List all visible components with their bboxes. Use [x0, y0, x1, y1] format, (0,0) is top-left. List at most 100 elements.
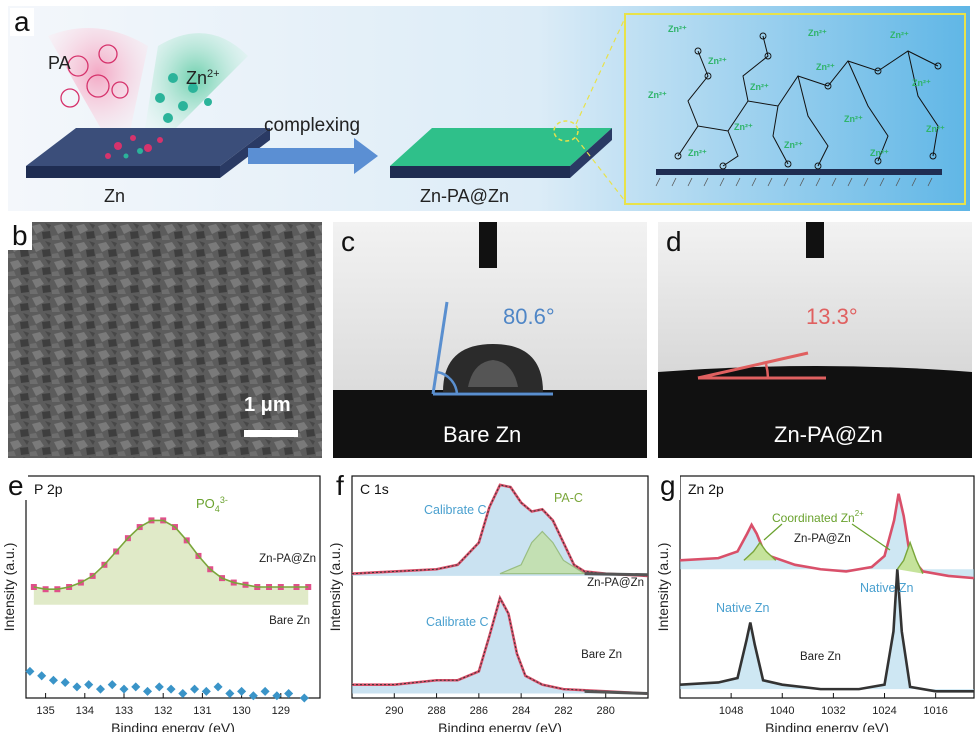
data-point [84, 680, 94, 690]
phosphate-groups [674, 32, 942, 170]
data-point [260, 686, 270, 696]
x-tick-label: 1040 [770, 705, 794, 717]
xps-zn2p-chart: 1048 1040 1032 1024 1016 Binding energy (eV) I… [655, 475, 975, 736]
series-label: Bare Zn [581, 649, 622, 661]
inset-zn-ion-label: Zn²⁺ [844, 114, 863, 124]
plot-frame [679, 475, 975, 699]
background-tail [584, 572, 649, 577]
zn-pa-plate-top [390, 128, 612, 166]
inset-zn-ion-label: Zn²⁺ [688, 148, 707, 158]
x-tick-label: 290 [385, 705, 403, 717]
annotation-arrow [851, 523, 891, 551]
panel-e-chart: 135 134 133 132 131 130 129 Binding energy (eV)… [0, 470, 326, 736]
inset-zn-ion-label: Zn²⁺ [668, 24, 687, 34]
chart-title: C 1s [360, 481, 389, 497]
inset-zn-ion-label: Zn²⁺ [648, 90, 667, 100]
panel-g-chart: 1048 1040 1032 1024 1016 Binding energy (eV) I… [654, 470, 980, 736]
inset-zn-ion-label: Zn²⁺ [750, 82, 769, 92]
coordinated-component [896, 540, 924, 574]
zn-pa-plate-front [390, 166, 570, 178]
data-point [272, 691, 282, 701]
panel-d-contact-angle: 13.3° Zn-PA@Zn d [658, 222, 972, 458]
tangent-line [697, 351, 809, 380]
inset-zn-ion-label: Zn²⁺ [784, 140, 803, 150]
syringe-needle [479, 222, 497, 268]
inset-zn-ion-label: Zn²⁺ [912, 78, 931, 88]
x-tick-label: 1032 [821, 705, 845, 717]
plot-frame [351, 475, 649, 699]
inset-zn-ion-label: Zn²⁺ [808, 28, 827, 38]
panel-letter-f: f [332, 472, 348, 500]
zn-plate-side [220, 128, 270, 178]
tangent-line [431, 301, 449, 395]
xps-p2p-chart: 135 134 133 132 131 130 129 Binding energy (eV)… [1, 475, 321, 736]
component-label: Native Zn [860, 581, 914, 595]
sample-label: Bare Zn [443, 422, 522, 447]
inset-zn-ion-label: Zn²⁺ [890, 30, 909, 40]
xps-c1s-chart: 290 288 286 284 282 280 Binding energy (eV) Int… [327, 475, 649, 736]
data-point [142, 686, 153, 696]
data-point [154, 682, 164, 692]
data-point [213, 682, 223, 692]
panel-letter-e: e [4, 472, 28, 500]
sem-texture [8, 222, 322, 458]
x-tick-label: 129 [272, 705, 290, 717]
series-label: Bare Zn [800, 651, 841, 663]
zn2-label: Zn2+ [186, 68, 220, 88]
data-point [248, 691, 258, 701]
data-point [119, 684, 129, 694]
pa-c-component [499, 530, 587, 575]
panel-a-schematic: Zn²⁺ Zn²⁺ Zn²⁺ Zn²⁺ Zn²⁺ Zn²⁺ Zn²⁺ Zn²⁺ … [8, 6, 970, 211]
panel-letter-b: b [8, 222, 32, 250]
data-point [166, 684, 176, 694]
inset-zn-ion-label: Zn²⁺ [708, 56, 727, 66]
scale-bar [244, 430, 298, 437]
data-point [37, 671, 47, 681]
zn-pa-label: Zn-PA@Zn [420, 186, 509, 206]
pa-label: PA [48, 53, 71, 73]
chart-title: Zn 2p [688, 481, 724, 497]
zoom-circle [553, 120, 579, 142]
panel-letter-a: a [10, 8, 34, 36]
x-axis-label: Binding energy (eV) [765, 720, 889, 732]
scale-label: 1 μm [244, 394, 291, 416]
series-fill [680, 569, 974, 692]
zn-plate-front [26, 166, 220, 178]
chart-title: P 2p [34, 481, 63, 497]
panel-letter-d: d [666, 226, 682, 257]
inset-zn-ion-label: Zn²⁺ [926, 124, 945, 134]
complexing-label: complexing [264, 115, 360, 136]
data-point [178, 689, 188, 699]
x-tick-label: 130 [232, 705, 250, 717]
inset-zn-ion-label: Zn²⁺ [816, 62, 835, 72]
data-point [95, 684, 106, 694]
inset-substrate [656, 169, 942, 175]
series-label: Bare Zn [269, 615, 310, 627]
component-label: PA-C [554, 491, 583, 505]
series-fill [352, 484, 648, 576]
pa-molecules [60, 44, 129, 108]
fit-line [351, 484, 649, 577]
series-label: Zn-PA@Zn [794, 533, 851, 545]
zn-label: Zn [104, 186, 125, 206]
data-point [60, 677, 70, 687]
inset-zn-ion-label: Zn²⁺ [734, 122, 753, 132]
fit-line [352, 596, 649, 695]
data-point [201, 686, 211, 696]
data-point [299, 693, 309, 703]
component-label: Calibrate C [426, 615, 489, 629]
x-tick-label: 284 [512, 705, 530, 717]
peak-annotation: PO43- [196, 495, 228, 514]
y-axis-label: Intensity (a.u.) [655, 543, 671, 632]
data-point [284, 689, 294, 699]
panel-a: Zn²⁺ Zn²⁺ Zn²⁺ Zn²⁺ Zn²⁺ Zn²⁺ Zn²⁺ Zn²⁺ … [8, 6, 970, 211]
x-tick-label: 282 [554, 705, 572, 717]
y-axis-label: Intensity (a.u.) [1, 543, 17, 632]
panel-letter-c: c [341, 226, 355, 257]
sample-label: Zn-PA@Zn [774, 422, 883, 447]
angle-arc [764, 363, 770, 379]
panel-f-chart: 290 288 286 284 282 280 Binding energy (eV) Int… [326, 470, 654, 736]
annotation-arrow [763, 523, 783, 541]
x-tick-label: 132 [154, 705, 172, 717]
contact-angle-value: 80.6° [503, 304, 555, 329]
